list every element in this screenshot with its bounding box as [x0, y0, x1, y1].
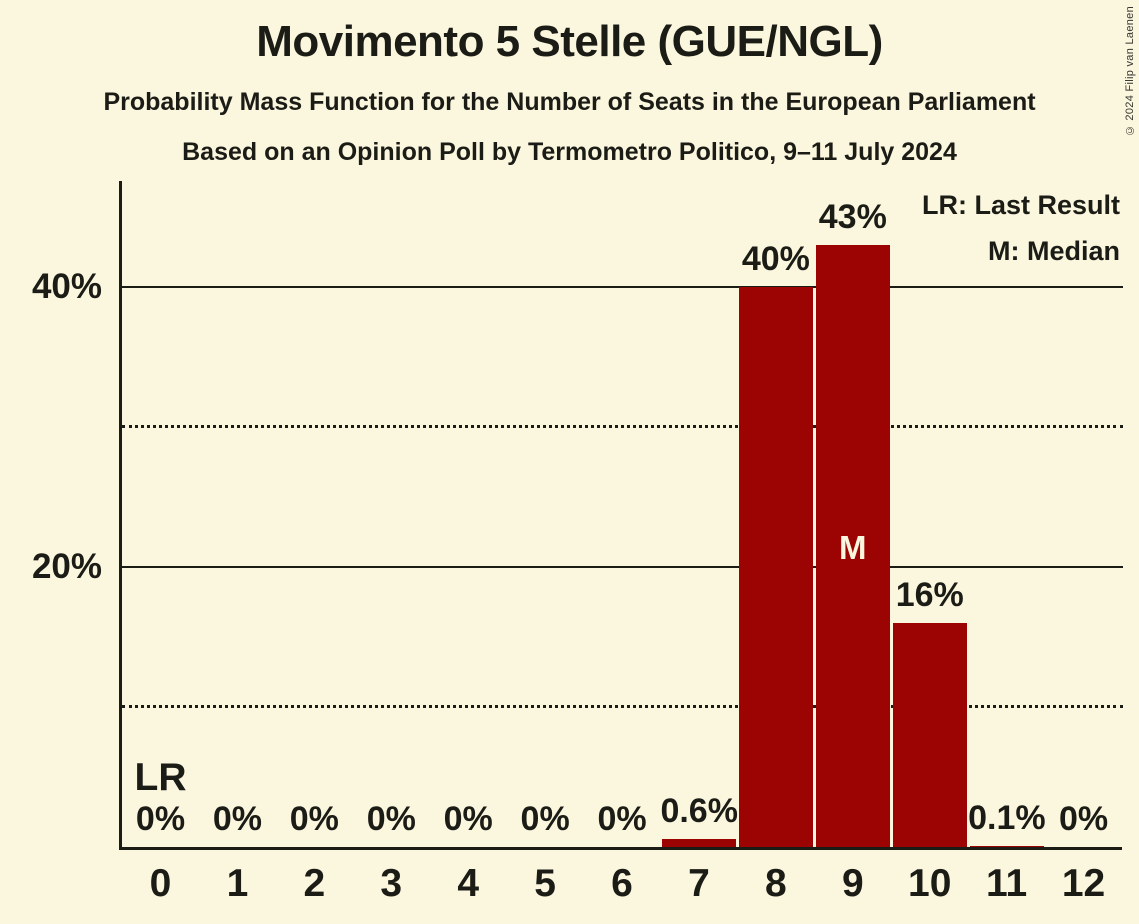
x-axis-label-5: 5 [534, 862, 556, 905]
bar-seats-7 [661, 838, 736, 847]
y-axis-label-20: 20% [31, 547, 102, 586]
bar-value-label-1: 0% [212, 800, 262, 838]
x-axis-label-6: 6 [611, 862, 633, 905]
x-axis-label-7: 7 [688, 862, 710, 905]
x-axis-label-4: 4 [457, 862, 480, 905]
bar-value-label-8: 40% [741, 240, 810, 278]
x-axis-label-11: 11 [986, 862, 1028, 905]
gridline-20pct [122, 566, 1123, 568]
legend-median: M: Median [988, 236, 1120, 266]
chart-title: Movimento 5 Stelle (GUE/NGL) [256, 17, 883, 66]
x-axis-label-2: 2 [303, 862, 326, 905]
gridline-10pct [122, 705, 1123, 708]
bar-value-label-7: 0.6% [660, 791, 738, 830]
bar-seats-11 [969, 845, 1044, 847]
bar-value-label-3: 0% [366, 800, 416, 838]
last-result-marker: LR [134, 756, 187, 799]
bar-value-label-6: 0% [597, 800, 647, 838]
bar-value-label-11: 0.1% [968, 798, 1046, 837]
bar-seats-10 [892, 623, 967, 847]
bar-value-label-12: 0% [1058, 800, 1109, 838]
poll-source-line: Based on an Opinion Poll by Termometro P… [182, 138, 957, 166]
y-axis-label-40: 40% [31, 267, 102, 306]
bar-value-label-9: 43% [818, 198, 887, 236]
median-marker: M [839, 529, 867, 566]
x-axis-label-0: 0 [149, 862, 172, 905]
legend: LR: Last Result M: Median [922, 182, 1120, 274]
bar-seats-8 [738, 287, 813, 847]
bar-value-label-10: 16% [895, 576, 964, 614]
bar-value-label-2: 0% [289, 800, 339, 838]
x-axis-label-12: 12 [1061, 862, 1106, 905]
bar-value-label-5: 0% [520, 800, 570, 838]
plot-area: 0% 0 LR 0% 1 0% 2 0% 3 0% 4 0% 5 0% 6 0.6% 7 40% 8 43% 9 M 16%… [119, 181, 1123, 905]
x-axis-label-10: 10 [908, 862, 952, 905]
legend-last-result: LR: Last Result [921, 190, 1120, 220]
chart-subtitle: Probability Mass Function for the Number… [103, 88, 1036, 116]
bar-value-label-0: 0% [135, 800, 186, 838]
x-axis-label-1: 1 [226, 862, 249, 905]
x-axis-label-3: 3 [380, 862, 403, 905]
x-axis-label-9: 9 [841, 862, 864, 905]
bar-seats-9 [815, 245, 890, 847]
gridline-30pct [122, 425, 1123, 428]
x-axis-label-8: 8 [765, 862, 787, 905]
bar-value-label-4: 0% [443, 800, 493, 838]
gridline-40pct [122, 286, 1123, 288]
